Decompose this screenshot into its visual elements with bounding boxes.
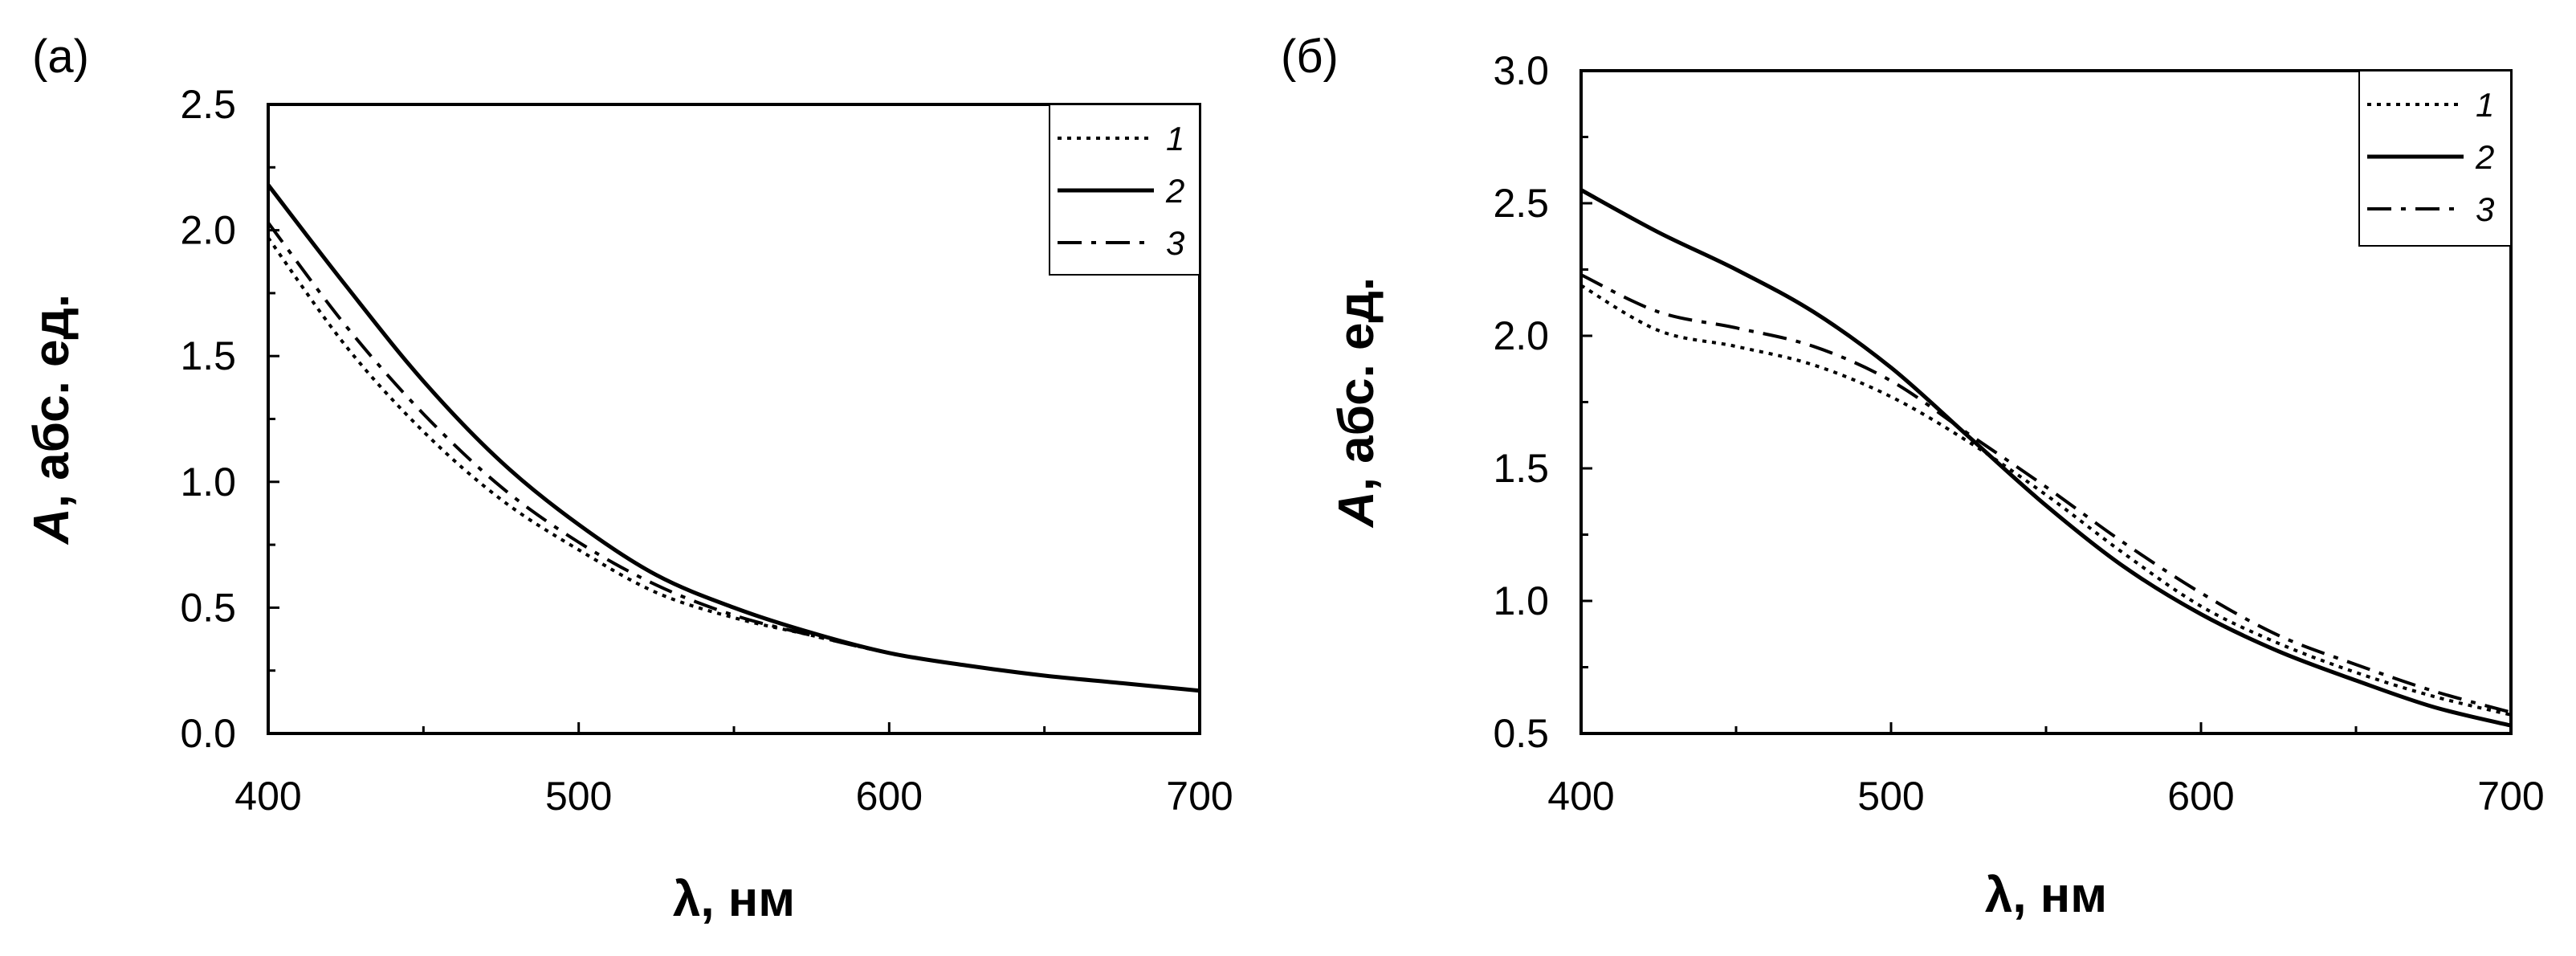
legend-label-1: 1 [2476, 86, 2494, 124]
legend-label-3: 3 [1166, 224, 1184, 262]
x-axis-title: λ, нм [1985, 868, 2107, 923]
x-tick-label: 600 [856, 774, 923, 819]
y-tick-label: 1.0 [180, 460, 236, 505]
series-line-1 [1579, 284, 2512, 717]
x-tick-label: 400 [1547, 774, 1614, 819]
legend-label-3: 3 [2476, 190, 2494, 228]
y-tick-label: 2.5 [180, 82, 236, 127]
x-tick-label: 500 [545, 774, 612, 819]
y-axis-title: A, абс. ед. [1329, 277, 1384, 529]
y-tick-label: 2.0 [1493, 313, 1549, 358]
y-tick-label: 1.0 [1493, 578, 1549, 623]
legend-label-2: 2 [2475, 138, 2494, 176]
x-tick-label: 500 [1857, 774, 1924, 819]
y-tick-label: 0.0 [180, 711, 236, 756]
y-tick-label: 1.5 [1493, 446, 1549, 491]
x-tick-label: 700 [1166, 774, 1233, 819]
x-tick-label: 700 [2477, 774, 2544, 819]
y-tick-label: 1.5 [180, 333, 236, 378]
y-tick-label: 0.5 [180, 585, 236, 630]
series-line-3 [267, 221, 1200, 692]
x-tick-label: 400 [234, 774, 301, 819]
x-axis-title: λ, нм [673, 872, 795, 927]
y-tick-label: 3.0 [1493, 48, 1549, 93]
chart-panel-1: 400 500 600 700 0.0 0.5 1.0 1.5 2.0 2.5 (a) λ, нм A,… [24, 31, 1233, 927]
x-tick-label: 600 [2167, 774, 2234, 819]
y-tick-label: 0.5 [1493, 711, 1549, 756]
legend-label-1: 1 [1166, 120, 1184, 157]
series-line-2 [1579, 188, 2512, 728]
y-tick-label: 2.5 [1493, 181, 1549, 226]
series-line-1 [267, 236, 1200, 692]
series-line-3 [1580, 273, 2512, 714]
y-tick-label: 2.0 [180, 208, 236, 253]
y-axis-title: A, абс. ед. [24, 294, 79, 545]
legend-label-2: 2 [1165, 172, 1184, 210]
panel-label: (б) [1281, 31, 1339, 83]
panel-label: (a) [32, 31, 89, 83]
chart-panel-2: 400 500 600 700 0.5 1.0 1.5 2.0 2.5 3.0 (б) λ, нм A,… [1281, 31, 2545, 923]
